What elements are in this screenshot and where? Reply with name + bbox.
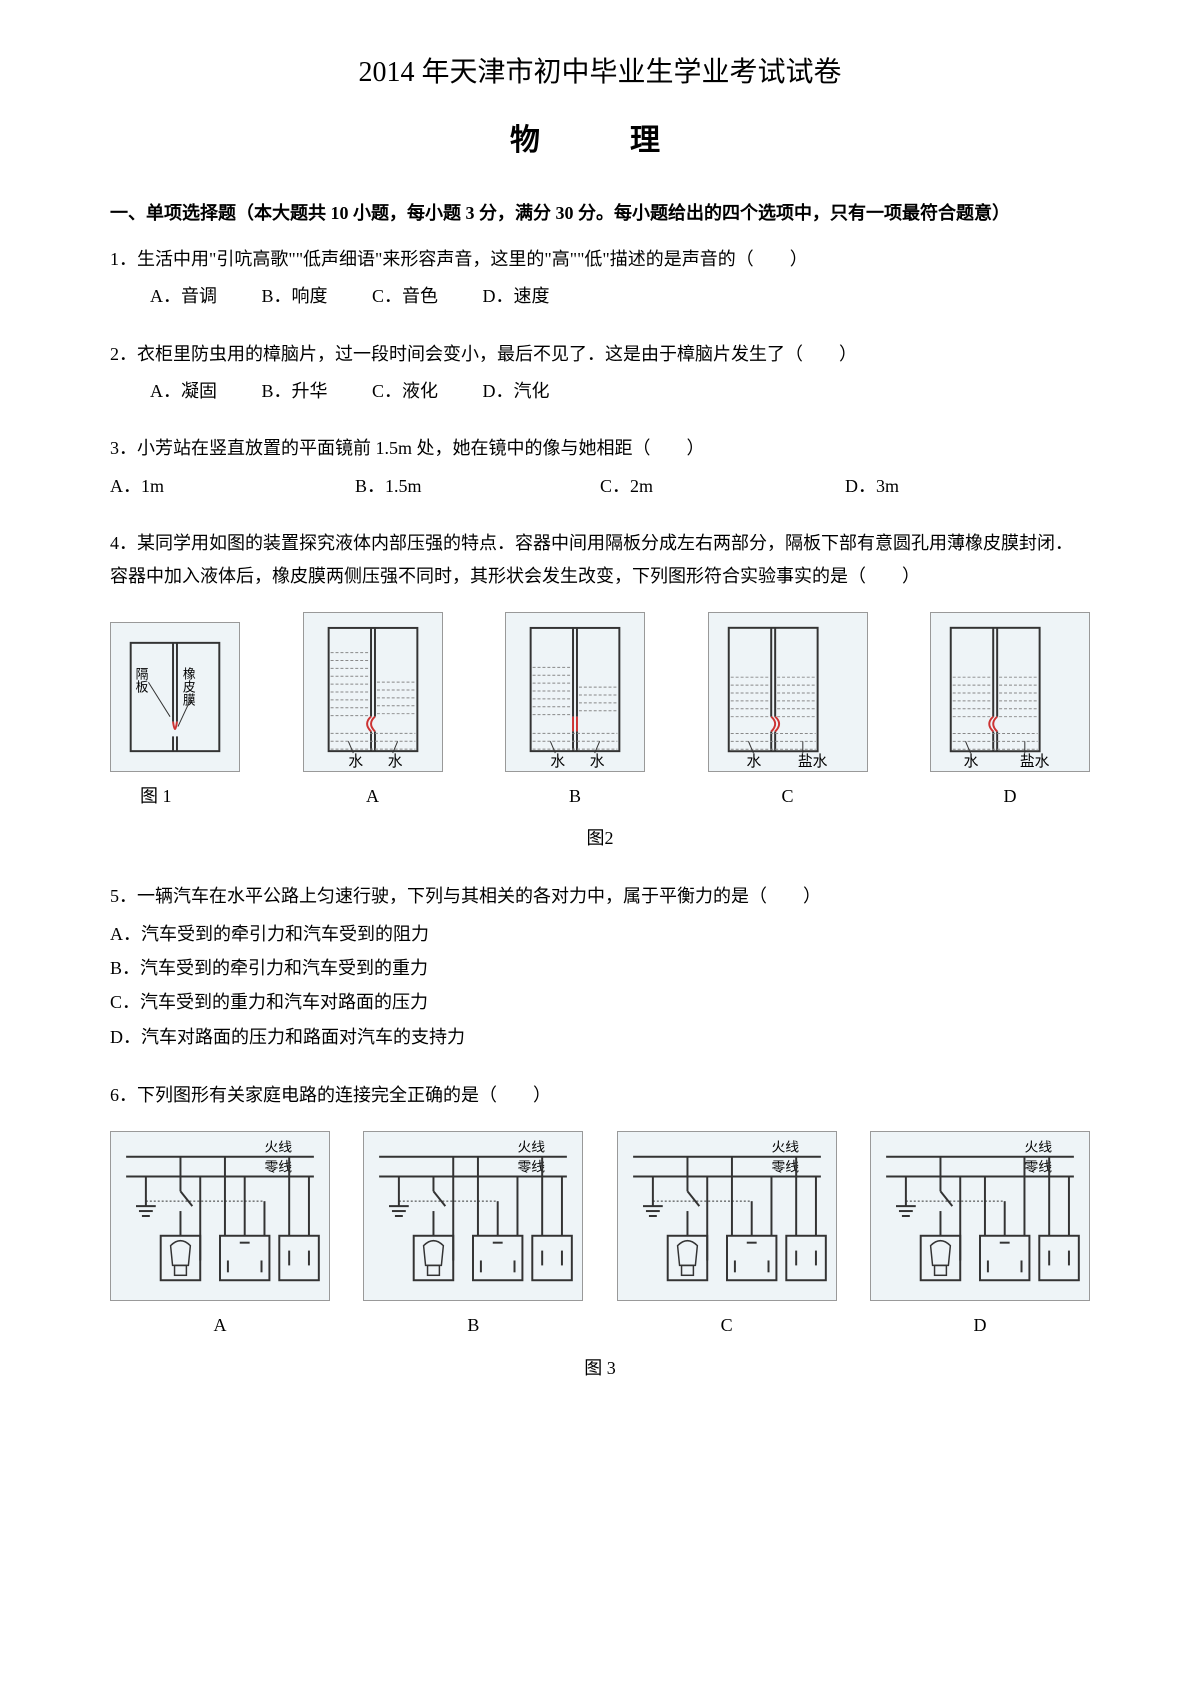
q4-label-b: B <box>569 780 581 812</box>
container-diagram-b: 水 水 <box>505 612 645 772</box>
q1-opt-b: B．响度 <box>262 286 328 306</box>
container-diagram-d: 水 盐水 <box>930 612 1090 772</box>
subject-title: 物 理 <box>110 115 1090 159</box>
q1-opt-d: D．速度 <box>483 286 550 306</box>
question-5: 5．一辆汽车在水平公路上匀速行驶，下列与其相关的各对力中，属于平衡力的是（ ） … <box>110 880 1090 1054</box>
q5-opt-a: A．汽车受到的牵引力和汽车受到的阻力 <box>110 917 1090 951</box>
fig3-caption: 图 3 <box>110 1352 1090 1384</box>
svg-text:火线: 火线 <box>1024 1140 1052 1155</box>
q4-fig-d: 水 盐水 D <box>930 612 1090 812</box>
q6-figures: 火线 零线 <box>110 1131 1090 1341</box>
q3-opt-d: D．3m <box>845 470 1090 502</box>
q2-options: A．凝固 B．升华 C．液化 D．汽化 <box>110 375 1090 407</box>
q4-label-d: D <box>1004 780 1017 812</box>
q2-opt-d: D．汽化 <box>483 381 550 401</box>
q3-text: 3．小芳站在竖直放置的平面镜前 1.5m 处，她在镜中的像与她相距（ ） <box>110 432 1090 464</box>
question-6: 6．下列图形有关家庭电路的连接完全正确的是（ ） 火线 零线 <box>110 1079 1090 1384</box>
container-diagram-c: 水 盐水 <box>708 612 868 772</box>
q6-text: 6．下列图形有关家庭电路的连接完全正确的是（ ） <box>110 1079 1090 1111</box>
circuit-b: 火线 零线 <box>363 1131 583 1301</box>
q1-opt-c: C．音色 <box>372 286 438 306</box>
q6-label-d: D <box>973 1309 986 1341</box>
q5-opt-c: C．汽车受到的重力和汽车对路面的压力 <box>110 985 1090 1019</box>
q6-label-a: A <box>214 1309 227 1341</box>
q4-fig1: 隔板 橡皮膜 图 1 <box>110 622 240 812</box>
q5-opt-d: D．汽车对路面的压力和路面对汽车的支持力 <box>110 1020 1090 1054</box>
q4-fig-b: 水 水 B <box>505 612 645 812</box>
q3-opt-b: B．1.5m <box>355 470 600 502</box>
q5-text: 5．一辆汽车在水平公路上匀速行驶，下列与其相关的各对力中，属于平衡力的是（ ） <box>110 880 1090 912</box>
svg-text:零线: 零线 <box>518 1160 546 1175</box>
q5-options: A．汽车受到的牵引力和汽车受到的阻力 B．汽车受到的牵引力和汽车受到的重力 C．… <box>110 917 1090 1054</box>
exam-title: 2014 年天津市初中毕业生学业考试试卷 <box>110 50 1090 90</box>
q6-fig-d: 火线 零线 <box>870 1131 1090 1341</box>
q3-opt-c: C．2m <box>600 470 845 502</box>
question-4: 4．某同学用如图的装置探究液体内部压强的特点．容器中间用隔板分成左右两部分，隔板… <box>110 527 1090 855</box>
question-3: 3．小芳站在竖直放置的平面镜前 1.5m 处，她在镜中的像与她相距（ ） A．1… <box>110 432 1090 502</box>
label-water-b-left: 水 <box>550 753 565 770</box>
label-water-a-right: 水 <box>387 753 402 770</box>
question-2: 2．衣柜里防虫用的樟脑片，过一段时间会变小，最后不见了．这是由于樟脑片发生了（ … <box>110 338 1090 408</box>
label-salt-d-right: 盐水 <box>1020 753 1050 770</box>
question-1: 1．生活中用"引吭高歌""低声细语"来形容声音，这里的"高""低"描述的是声音的… <box>110 243 1090 313</box>
q4-figures: 隔板 橡皮膜 图 1 <box>110 612 1090 812</box>
q4-label-a: A <box>366 780 379 812</box>
svg-text:零线: 零线 <box>264 1160 292 1175</box>
svg-text:火线: 火线 <box>771 1140 799 1155</box>
q4-fig-a: 水 水 A <box>303 612 443 812</box>
label-water-b-right: 水 <box>590 753 605 770</box>
q6-label-c: C <box>721 1309 733 1341</box>
q4-text: 4．某同学用如图的装置探究液体内部压强的特点．容器中间用隔板分成左右两部分，隔板… <box>110 527 1090 592</box>
label-water-d-left: 水 <box>964 753 979 770</box>
label-salt-c-right: 盐水 <box>797 753 827 770</box>
section-1-header: 一、单项选择题（本大题共 10 小题，每小题 3 分，满分 30 分。每小题给出… <box>110 199 1090 228</box>
fig1-caption: 图 1 <box>110 780 172 812</box>
q2-opt-a: A．凝固 <box>150 381 217 401</box>
svg-text:零线: 零线 <box>1024 1160 1052 1175</box>
circuit-a: 火线 零线 <box>110 1131 330 1301</box>
q6-fig-b: 火线 零线 <box>363 1131 583 1341</box>
q3-opt-a: A．1m <box>110 470 355 502</box>
q6-fig-a: 火线 零线 <box>110 1131 330 1341</box>
label-water-c-left: 水 <box>746 753 761 770</box>
q2-opt-c: C．液化 <box>372 381 438 401</box>
q1-options: A．音调 B．响度 C．音色 D．速度 <box>110 280 1090 312</box>
container-diagram-1: 隔板 橡皮膜 <box>110 622 240 772</box>
circuit-c: 火线 零线 <box>617 1131 837 1301</box>
container-diagram-a: 水 水 <box>303 612 443 772</box>
q1-opt-a: A．音调 <box>150 286 217 306</box>
q2-opt-b: B．升华 <box>262 381 328 401</box>
label-xiangpi: 橡皮膜 <box>181 667 195 706</box>
svg-text:零线: 零线 <box>771 1160 799 1175</box>
svg-text:火线: 火线 <box>518 1140 546 1155</box>
label-water-a-left: 水 <box>348 753 363 770</box>
circuit-d: 火线 零线 <box>870 1131 1090 1301</box>
label-geban: 隔板 <box>134 667 148 694</box>
svg-text:火线: 火线 <box>264 1140 292 1155</box>
q4-label-c: C <box>781 780 793 812</box>
q6-fig-c: 火线 零线 <box>617 1131 837 1341</box>
q4-fig-c: 水 盐水 C <box>708 612 868 812</box>
q1-text: 1．生活中用"引吭高歌""低声细语"来形容声音，这里的"高""低"描述的是声音的… <box>110 243 1090 275</box>
q5-opt-b: B．汽车受到的牵引力和汽车受到的重力 <box>110 951 1090 985</box>
fig2-caption: 图2 <box>110 822 1090 854</box>
q3-options: A．1m B．1.5m C．2m D．3m <box>110 470 1090 502</box>
q2-text: 2．衣柜里防虫用的樟脑片，过一段时间会变小，最后不见了．这是由于樟脑片发生了（ … <box>110 338 1090 370</box>
q6-label-b: B <box>467 1309 479 1341</box>
